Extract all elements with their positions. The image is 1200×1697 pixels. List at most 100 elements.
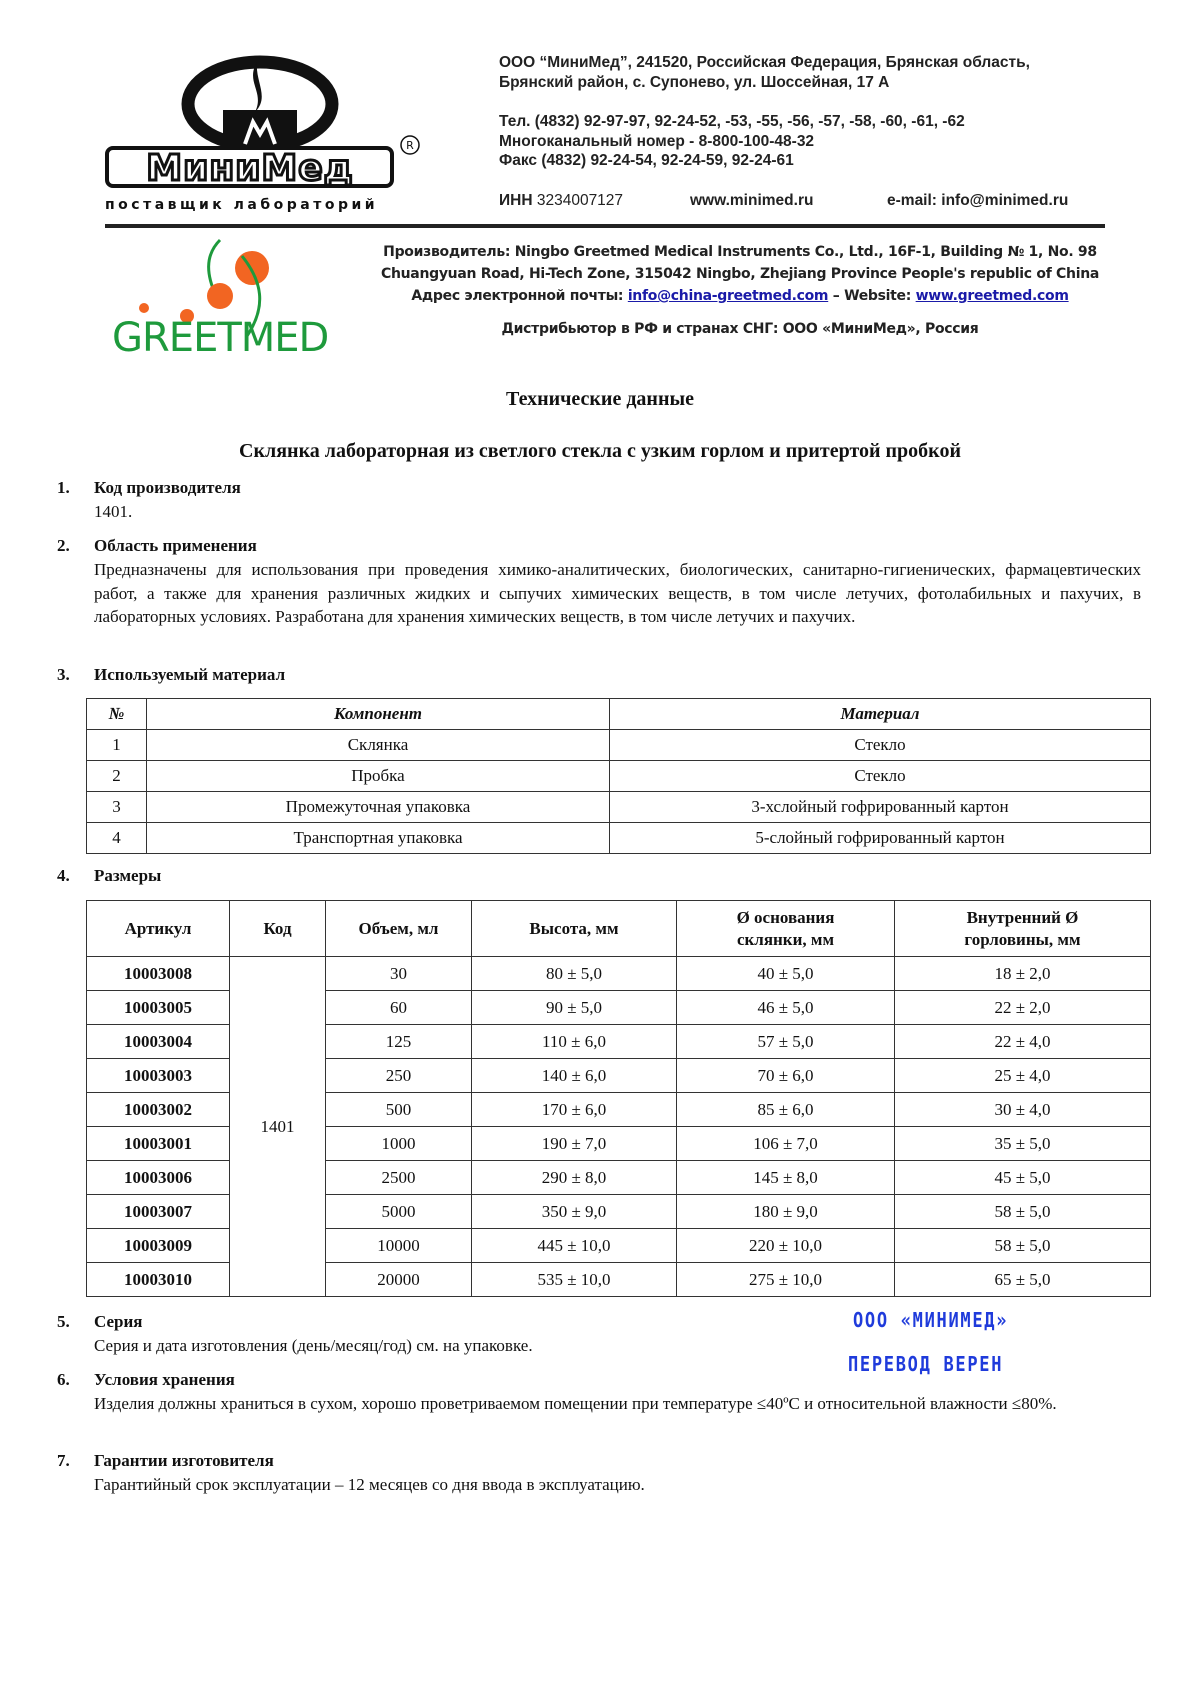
neck-diameter: 58 ± 5,0 [894, 1194, 1151, 1229]
section-4-heading: Размеры [94, 866, 162, 885]
page-subtitle: Склянка лабораторная из светлого стекла … [239, 440, 961, 462]
column-header: Код [229, 900, 326, 957]
svg-text:МиниМед: МиниМед [146, 148, 353, 189]
base-diameter: 85 ± 6,0 [676, 1092, 895, 1127]
manufacturer-contacts: Адрес электронной почты: info@china-gree… [360, 288, 1120, 304]
inn: ИНН 3234007127 [499, 192, 623, 210]
minimed-logo: МиниМед R поставщик лабораторий [105, 52, 430, 217]
table-row: 10003002 500 170 ± 6,0 85 ± 6,0 30 ± 4,0 [86, 1092, 1151, 1127]
column-header: Компонент [146, 698, 610, 730]
neck-diameter: 35 ± 5,0 [894, 1126, 1151, 1161]
section-4-number: 4. [57, 866, 70, 885]
table-header-row: Артикул Код Объем, мл Высота, мм Ø основ… [86, 900, 1151, 957]
height: 140 ± 6,0 [471, 1058, 677, 1093]
inn-label: ИНН [499, 192, 533, 209]
height: 445 ± 10,0 [471, 1228, 677, 1263]
website-label: – Website: [832, 288, 912, 304]
base-diameter: 46 ± 5,0 [676, 990, 895, 1025]
neck-diameter: 25 ± 4,0 [894, 1058, 1151, 1093]
neck-diameter: 18 ± 2,0 [894, 956, 1151, 991]
svg-text:R: R [406, 139, 414, 152]
volume: 20000 [325, 1262, 472, 1297]
greetmed-website-link[interactable]: www.greetmed.com [915, 288, 1069, 304]
height: 170 ± 6,0 [471, 1092, 677, 1127]
table-row: 3 Промежуточная упаковка 3-хслойный гофрир… [86, 791, 1151, 823]
section-7-number: 7. [57, 1451, 70, 1470]
section-2-text: Предназначены для использования при пров… [94, 560, 1141, 626]
svg-text:поставщик лабораторий: поставщик лабораторий [105, 197, 378, 213]
table-row: 10003005 60 90 ± 5,0 46 ± 5,0 22 ± 2,0 [86, 990, 1151, 1025]
neck-diameter: 22 ± 4,0 [894, 1024, 1151, 1059]
neck-diameter: 30 ± 4,0 [894, 1092, 1151, 1127]
volume: 125 [325, 1024, 472, 1059]
volume: 60 [325, 990, 472, 1025]
section-6-number: 6. [57, 1370, 70, 1389]
section-1-number: 1. [57, 478, 70, 497]
page-title: Технические данные [506, 388, 694, 410]
base-diameter: 180 ± 9,0 [676, 1194, 895, 1229]
section-7-heading: Гарантии изготовителя [94, 1451, 274, 1470]
table-row: 10003010 20000 535 ± 10,0 275 ± 10,0 65 ± 5,… [86, 1262, 1151, 1297]
height: 110 ± 6,0 [471, 1024, 677, 1059]
greetmed-logo: GREETMED [112, 236, 342, 361]
component: Пробка [146, 760, 610, 792]
table-row: 10003009 10000 445 ± 10,0 220 ± 10,0 58 ± 5,… [86, 1228, 1151, 1263]
component: Промежуточная упаковка [146, 791, 610, 823]
height: 535 ± 10,0 [471, 1262, 677, 1297]
table-header-row: № Компонент Материал [86, 698, 1151, 730]
header-divider [105, 224, 1105, 228]
volume: 5000 [325, 1194, 472, 1229]
volume: 10000 [325, 1228, 472, 1263]
fax-numbers: Факс (4832) 92-24-54, 92-24-59, 92-24-61 [499, 152, 794, 169]
base-diameter: 70 ± 6,0 [676, 1058, 895, 1093]
height: 290 ± 8,0 [471, 1160, 677, 1195]
greetmed-email-link[interactable]: info@china-greetmed.com [627, 288, 829, 304]
row-number: 2 [86, 760, 147, 792]
table-row: 10003007 5000 350 ± 9,0 180 ± 9,0 58 ± 5,0 [86, 1194, 1151, 1229]
article: 10003007 [86, 1194, 230, 1229]
section-2-number: 2. [57, 536, 70, 555]
article: 10003010 [86, 1262, 230, 1297]
height: 80 ± 5,0 [471, 956, 677, 991]
table-row: 1 Склянка Стекло [86, 729, 1151, 761]
article: 10003003 [86, 1058, 230, 1093]
address-line-2: Брянский район, с. Супонево, ул. Шоссейн… [499, 74, 890, 91]
base-diameter: 145 ± 8,0 [676, 1160, 895, 1195]
section-6-text: Изделия должны храниться в сухом, хорошо… [94, 1394, 1057, 1413]
inn-value: 3234007127 [536, 192, 624, 209]
article: 10003008 [86, 956, 230, 991]
neck-diameter: 22 ± 2,0 [894, 990, 1151, 1025]
sizes-table: Артикул Код Объем, мл Высота, мм Ø основ… [86, 900, 1151, 1297]
article: 10003002 [86, 1092, 230, 1127]
base-diameter: 275 ± 10,0 [676, 1262, 895, 1297]
section-5-heading: Серия [94, 1312, 143, 1331]
article: 10003001 [86, 1126, 230, 1161]
table-row: 10003003 250 140 ± 6,0 70 ± 6,0 25 ± 4,0 [86, 1058, 1151, 1093]
column-header: № [86, 698, 147, 730]
section-7-text: Гарантийный срок эксплуатации – 12 месяц… [94, 1475, 645, 1494]
table-row: 10003004 125 110 ± 6,0 57 ± 5,0 22 ± 4,0 [86, 1024, 1151, 1059]
multichannel-number: Многоканальный номер - 8-800-100-48-32 [499, 133, 815, 150]
component: Склянка [146, 729, 610, 761]
material: 3-хслойный гофрированный картон [609, 791, 1151, 823]
neck-diameter: 58 ± 5,0 [894, 1228, 1151, 1263]
email-label: Адрес электронной почты: [411, 288, 624, 304]
neck-diameter: 65 ± 5,0 [894, 1262, 1151, 1297]
section-5-text: Серия и дата изготовления (день/месяц/го… [94, 1336, 533, 1355]
article: 10003006 [86, 1160, 230, 1195]
base-diameter: 220 ± 10,0 [676, 1228, 895, 1263]
component: Транспортная упаковка [146, 822, 610, 854]
column-header: Материал [609, 698, 1151, 730]
address-line-1: ООО “МиниМед”, 241520, Российская Федера… [499, 54, 1030, 71]
stamp-company: ООО «МИНИМЕД» [853, 1308, 1009, 1332]
section-2-heading: Область применения [94, 536, 257, 555]
materials-table: № Компонент Материал 1 Склянка Стекло 2 Проб… [86, 698, 1151, 854]
article: 10003005 [86, 990, 230, 1025]
column-header: Ø основания склянки, мм [676, 900, 895, 957]
minimed-email[interactable]: e-mail: info@minimed.ru [887, 192, 1069, 209]
minimed-website-link[interactable]: www.minimed.ru [690, 192, 814, 209]
base-diameter: 106 ± 7,0 [676, 1126, 895, 1161]
stamp-translation-verified: ПЕРЕВОД ВЕРЕН [848, 1352, 1004, 1376]
material: Стекло [609, 760, 1151, 792]
height: 190 ± 7,0 [471, 1126, 677, 1161]
